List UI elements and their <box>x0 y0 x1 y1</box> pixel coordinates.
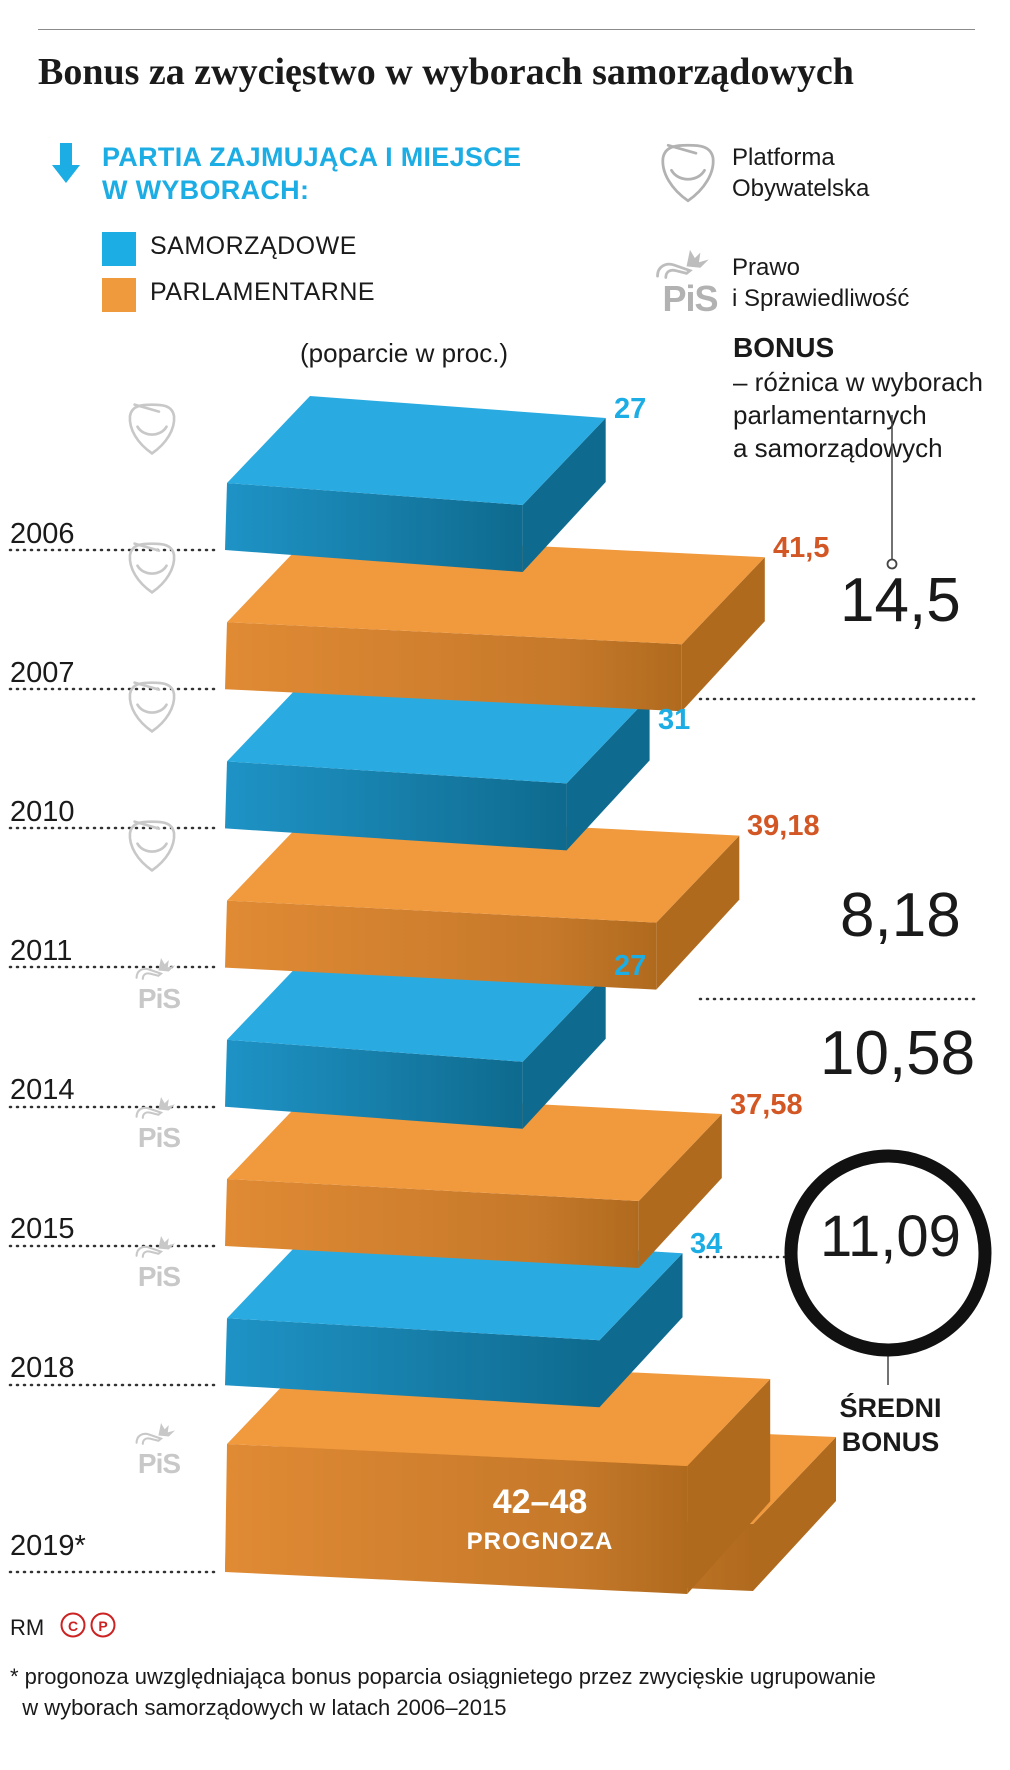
svg-text:C: C <box>68 1618 78 1634</box>
svg-text:P: P <box>98 1618 107 1634</box>
